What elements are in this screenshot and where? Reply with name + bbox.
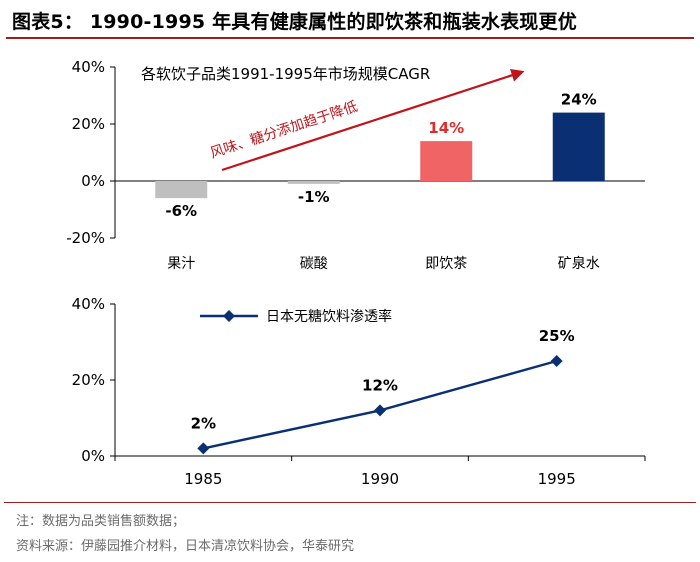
cagr-bar-chart: 40% 20% 0% -20% -6% 果汁 -1% 碳酸 14% 即饮茶 24% 矿泉水 各软饮子品类… — [66, 58, 645, 272]
line-x-tick-label: 1985 — [184, 470, 222, 488]
point-data-label: 2% — [191, 414, 216, 432]
bar-data-label: -6% — [165, 202, 197, 220]
bar-chart-title: 各软饮子品类1991-1995年市场规模CAGR — [141, 65, 430, 83]
footer-rule — [4, 502, 696, 503]
figure-header: 图表5： 1990-1995 年具有健康属性的即饮茶和瓶装水表现更优 — [0, 0, 700, 40]
bar-y-tick-label: 0% — [81, 172, 105, 190]
figure-title: 图表5： 1990-1995 年具有健康属性的即饮茶和瓶装水表现更优 — [12, 11, 577, 33]
legend-label: 日本无糖饮料渗透率 — [266, 308, 392, 325]
bar — [552, 112, 605, 181]
series-point — [197, 442, 210, 455]
penetration-line-chart: 40% 20% 0% 2% 1985 12% 1990 25% 1995 日本无糖饮料渗透率 — [72, 295, 646, 488]
bar-category-label: 碳酸 — [300, 256, 328, 272]
line-x-tick-label: 1990 — [361, 470, 399, 488]
bar — [287, 181, 340, 184]
bar-category-label: 即饮茶 — [425, 256, 467, 272]
source-note: 资料来源：伊藤园推介材料，日本清凉饮料协会，华泰研究 — [16, 539, 355, 554]
bar-category-label: 果汁 — [167, 256, 195, 272]
bar-data-label: -1% — [298, 188, 330, 206]
line-y-tick-label: 40% — [72, 295, 105, 313]
trend-annotation: 风味、糖分添加趋于降低 — [208, 99, 359, 162]
trend-arrow — [221, 69, 525, 172]
legend-marker — [223, 310, 235, 322]
bar-y-tick-label: 20% — [72, 115, 105, 133]
bar-y-tick-label: 40% — [72, 58, 105, 76]
line-y-tick-label: 0% — [81, 447, 105, 465]
title-underline — [6, 37, 694, 39]
bar-category-label: 矿泉水 — [558, 255, 600, 272]
bar-y-tick-label: -20% — [66, 229, 105, 247]
bar — [155, 181, 208, 199]
bar-data-label: 24% — [561, 91, 597, 109]
point-data-label: 12% — [362, 376, 398, 394]
series-point — [550, 355, 563, 367]
line-y-tick-label: 20% — [72, 371, 105, 389]
bar-data-label: 14% — [428, 119, 464, 137]
chart-canvas: 40% 20% 0% -20% -6% 果汁 -1% 碳酸 14% 即饮茶 24% 矿泉水 各软饮子品类… — [66, 58, 646, 488]
line-x-tick-label: 1995 — [538, 470, 576, 488]
series-point — [374, 404, 386, 417]
footnote: 注：数据为品类销售额数据； — [16, 514, 186, 529]
bar — [420, 141, 473, 181]
point-data-label: 25% — [539, 327, 575, 345]
